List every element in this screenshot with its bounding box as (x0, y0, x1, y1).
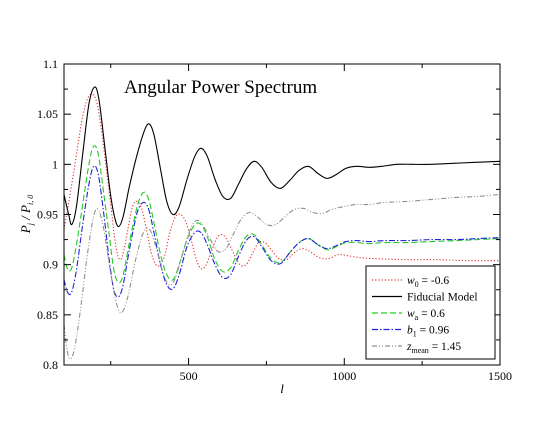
y-tick-label: 0.95 (37, 208, 58, 222)
x-axis-title: l (280, 381, 284, 396)
series-line-w0-0-6 (64, 93, 500, 270)
ticks-layer: 0.8 0.85 0.9 0.95 1 1.05 1.1 500 1000 1500 (37, 57, 512, 383)
legend-item-b1-0-96: b1 = 0.96 (372, 325, 449, 339)
y-axis-title-sub1: j (26, 222, 35, 226)
legend-entries: w0 = -0.6 Fiducial Model wa = 0.6 b1 = 0.96… (372, 275, 478, 355)
legend-label: Fiducial Model (407, 292, 478, 304)
legend-item-zmean-1-45: zmean = 1.45 (372, 341, 461, 355)
series-line-zmean-1-45 (64, 193, 500, 360)
y-tick-label: 1.05 (37, 107, 58, 121)
legend-label: w0 = -0.6 (407, 275, 449, 289)
y-tick-label: 1.1 (43, 57, 58, 71)
legend-label: b1 = 0.96 (407, 325, 449, 339)
x-tick-label: 500 (180, 369, 198, 383)
legend-item-fiducial-model: Fiducial Model (372, 292, 478, 304)
series-layer (64, 86, 500, 360)
y-tick-label: 0.85 (37, 308, 58, 322)
y-axis-title-p: P (18, 225, 33, 234)
legend-item-w0-0-6: w0 = -0.6 (372, 275, 449, 289)
y-axis-title-sub2: i, 0 (26, 195, 35, 205)
series-line-b1-0-96 (64, 165, 500, 298)
x-tick-label: 1000 (332, 369, 356, 383)
y-axis-title-sep: / (18, 213, 33, 223)
y-tick-label: 0.9 (43, 258, 58, 272)
x-tick-label: 1500 (488, 369, 512, 383)
y-axis-title: Pj / Pi, 0 (18, 195, 35, 235)
series-line-fiducial-model (64, 86, 500, 228)
y-axis-title-p2: P (18, 205, 33, 214)
legend-box (365, 265, 496, 360)
svg-text:Pj / Pi, 0: Pj / Pi, 0 (18, 195, 35, 235)
series-line-wa-0-6 (64, 145, 500, 284)
legend-label: zmean = 1.45 (406, 341, 461, 355)
y-tick-label: 0.8 (43, 358, 58, 372)
chart-title: Angular Power Spectrum (124, 77, 317, 98)
y-tick-label: 1 (52, 157, 58, 171)
legend-label: wa = 0.6 (407, 308, 445, 322)
legend: w0 = -0.6 Fiducial Model wa = 0.6 b1 = 0.96… (365, 265, 496, 360)
legend-item-wa-0-6: wa = 0.6 (372, 308, 445, 322)
